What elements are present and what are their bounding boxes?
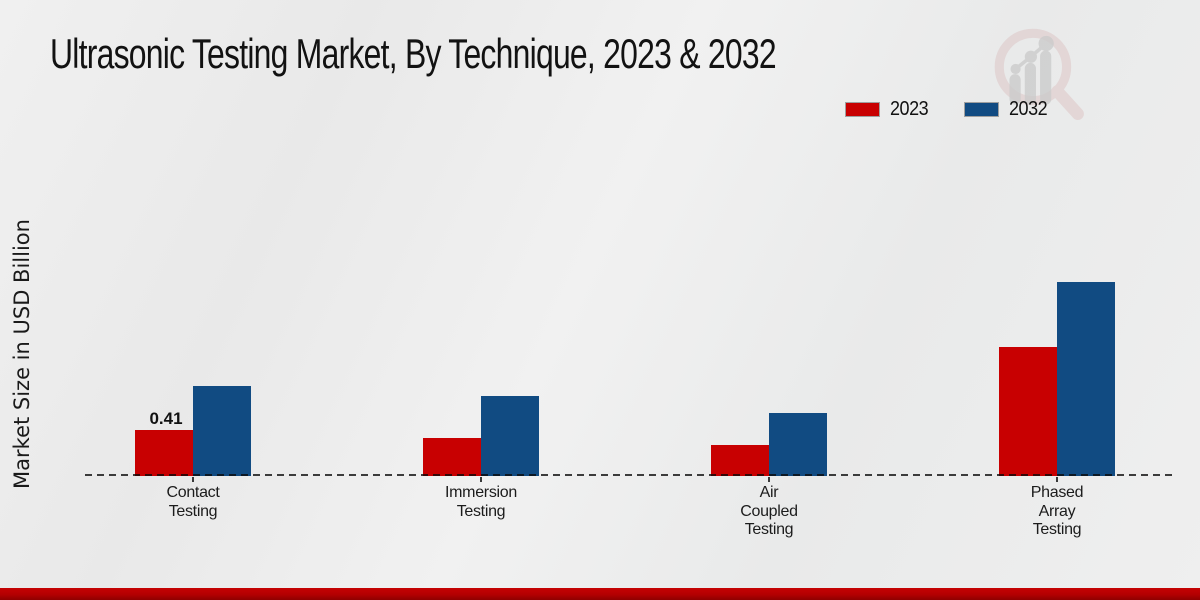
legend-label-2023: 2023 — [890, 98, 929, 120]
chart-title: Ultrasonic Testing Market, By Technique,… — [50, 30, 777, 77]
bar-2023-air-coupled-testing — [711, 444, 769, 476]
legend-item-2023: 2023 — [845, 98, 933, 121]
x-axis-tick-contact-testing — [192, 477, 194, 482]
bar-2032-contact-testing — [193, 386, 251, 476]
footer-accent-bar — [0, 588, 1200, 600]
category-label-contact-testing: Contact Testing — [166, 484, 220, 520]
x-axis-baseline — [85, 474, 1175, 476]
bar-2023-immersion-testing — [423, 437, 481, 476]
x-axis-tick-air-coupled-testing — [768, 477, 770, 482]
category-label-air-coupled-testing: Air Coupled Testing — [740, 484, 798, 538]
x-axis-tick-immersion-testing — [480, 477, 482, 482]
legend-swatch-2023 — [845, 102, 880, 117]
bar-2023-contact-testing — [135, 430, 193, 476]
x-axis-tick-phased-array-testing — [1056, 477, 1058, 482]
bar-2032-immersion-testing — [481, 396, 539, 476]
legend-swatch-2032 — [964, 102, 999, 117]
bar-2032-phased-array-testing — [1057, 282, 1115, 476]
bar-2023-phased-array-testing — [999, 347, 1057, 476]
bar-2032-air-coupled-testing — [769, 413, 827, 476]
legend-item-2032: 2032 — [964, 98, 1052, 121]
magnifier-growth-chart-logo-icon — [994, 28, 1084, 120]
legend-label-2032: 2032 — [1009, 98, 1048, 120]
category-label-immersion-testing: Immersion Testing — [445, 484, 517, 520]
category-label-phased-array-testing: Phased Array Testing — [1030, 484, 1084, 538]
bar-value-label-2023-contact-testing: 0.41 — [149, 409, 183, 429]
